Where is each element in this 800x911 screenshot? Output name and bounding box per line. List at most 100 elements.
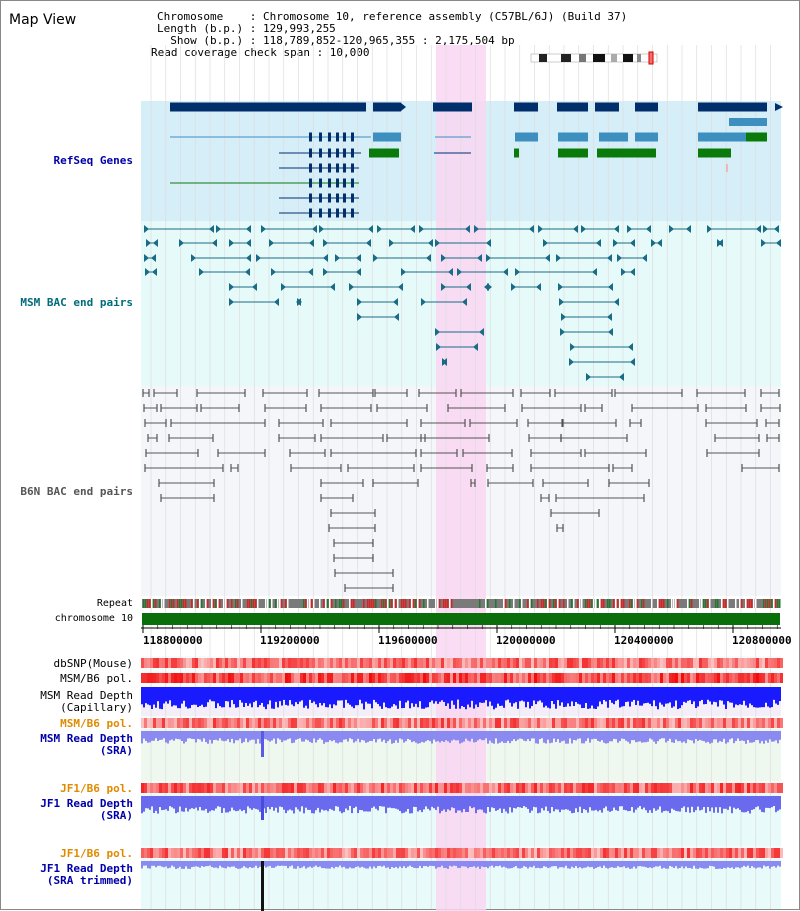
depth-bar [733,731,735,744]
depth-bar [249,796,251,809]
depth-bar [403,861,405,867]
heat-cell [594,783,597,793]
gene-exon [373,102,401,112]
depth-bar [221,687,223,708]
heat-cell [684,848,687,858]
depth-bar [183,861,185,869]
depth-bar [301,796,303,807]
heat-cell [645,783,648,793]
depth-bar [659,796,661,807]
depth-bar [571,796,573,814]
heat-cell [639,658,642,668]
depth-bar [341,796,343,814]
depth-bar [617,796,619,811]
depth-bar [745,796,747,813]
depth-bar [333,796,335,811]
heat-cell [633,718,636,728]
heat-cell [777,658,780,668]
heat-cell [165,848,168,858]
heat-cell [168,658,171,668]
depth-bar [667,796,669,812]
heat-cell [141,783,144,793]
repeat-segment [483,599,485,608]
msm-bac-label[interactable]: MSM BAC end pairs [20,296,133,309]
heat-cell [522,658,525,668]
heat-cell [411,658,414,668]
heat-cell [426,848,429,858]
depth-bar [735,687,737,705]
depth-bar [737,796,739,809]
heat-cell [771,673,774,683]
heat-cell [186,673,189,683]
heat-cell [486,783,489,793]
repeat-segment [441,599,443,608]
heat-cell [633,783,636,793]
refseq-genes[interactable] [170,102,783,218]
heat-cell [498,673,501,683]
heat-cell [423,673,426,683]
depth-bar [573,861,575,868]
heat-cell [678,718,681,728]
heat-cell [600,673,603,683]
heat-cell [714,718,717,728]
heat-cell [657,848,660,858]
heat-cell [630,783,633,793]
depth-bar [451,731,453,741]
heat-cell [546,673,549,683]
depth-bar [425,796,427,807]
msm-bac-pair-end [515,268,520,276]
msm-bac-pair-end [570,343,575,351]
depth-bar [315,796,317,811]
depth-bar [517,796,519,808]
heat-cell [348,658,351,668]
depth-bar [585,861,587,868]
repeat-segment [717,599,719,608]
heat-cell [594,848,597,858]
heat-cell [549,718,552,728]
heat-cell [198,783,201,793]
depth-bar [473,687,475,709]
b6n-bac-pairs[interactable] [142,389,781,592]
heat-cell [186,783,189,793]
heat-cell [291,673,294,683]
depth-bar [229,861,231,868]
refseq-genes-label[interactable]: RefSeq Genes [53,154,133,167]
chromosome-ideogram[interactable] [530,51,658,65]
heat-cell [534,658,537,668]
depth-bar [151,861,153,866]
heat-cell [702,783,705,793]
heat-cell [558,783,561,793]
repeat-segment [193,599,195,608]
heat-cell [426,718,429,728]
depth-bar [677,796,679,812]
depth-bar [521,861,523,868]
depth-bar [609,861,611,868]
depth-bar [151,687,153,710]
heat-cell [678,848,681,858]
b6n-bac-label[interactable]: B6N BAC end pairs [20,485,133,498]
depth-bar [291,687,293,705]
depth-bar [437,687,439,704]
heat-cell [429,658,432,668]
depth-bar [529,796,531,813]
depth-bar [737,687,739,706]
heat-cell [489,783,492,793]
depth-bar [511,861,513,869]
heat-cell [744,673,747,683]
heat-cell [207,673,210,683]
heat-cell [723,783,726,793]
depth-bar [589,731,591,743]
heat-cell [732,718,735,728]
depth-bar [283,731,285,741]
msm-bac-pairs[interactable] [144,225,781,381]
heat-cell [495,783,498,793]
heat-cell [729,783,732,793]
heat-cell [330,718,333,728]
repeat-segment [539,599,541,608]
depth-bar [675,796,677,811]
heat-cell [384,673,387,683]
depth-bar [243,796,245,811]
heat-cell [150,673,153,683]
depth-bar [365,731,367,743]
